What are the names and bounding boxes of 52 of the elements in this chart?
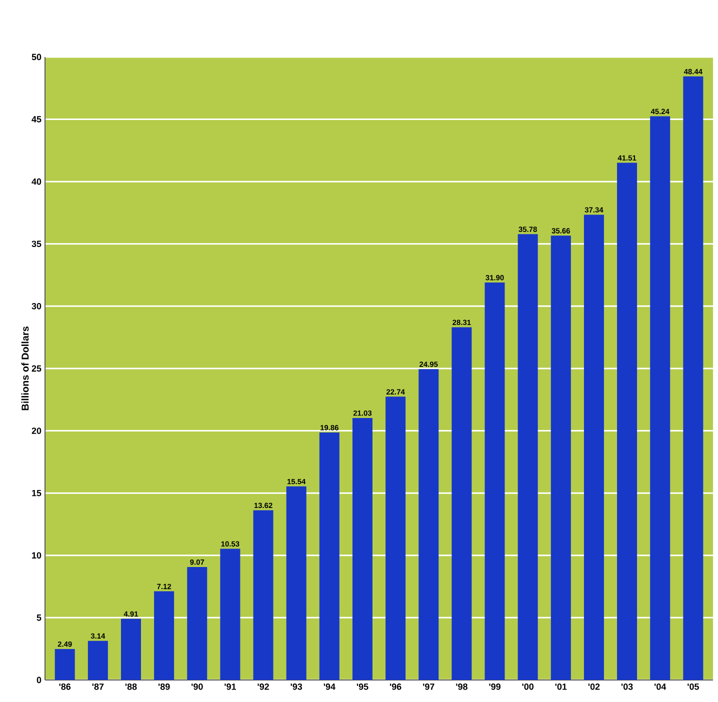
bar: [120, 618, 141, 680]
x-tick-label: '95: [356, 684, 368, 690]
x-tick-label: '88: [125, 684, 137, 690]
bar: [187, 566, 208, 680]
bar: [319, 432, 340, 680]
y-tick-label: 20: [32, 428, 42, 434]
x-tick-label: '98: [456, 684, 468, 690]
x-tick-label: '87: [92, 684, 104, 690]
bar: [452, 327, 472, 680]
bar: [88, 640, 108, 680]
x-tick-label: '90: [192, 684, 203, 690]
bar: [550, 236, 571, 680]
bar: [286, 486, 306, 680]
bar: [54, 648, 75, 680]
bar: [386, 396, 406, 680]
bar: [484, 282, 505, 680]
y-tick-label: 40: [32, 178, 42, 185]
x-tick-label: '01: [555, 684, 567, 690]
x-tick-label: '05: [688, 684, 699, 690]
bar: [584, 214, 604, 680]
y-tick-label: 30: [32, 303, 42, 310]
y-tick-label: 35: [32, 240, 42, 248]
x-tick-label: '93: [290, 684, 302, 690]
bar: [154, 591, 174, 680]
bar: [418, 369, 439, 680]
x-tick-label: '03: [621, 684, 633, 690]
y-tick-label: 5: [36, 614, 42, 621]
y-tick-label: 15: [32, 490, 42, 496]
bar: [617, 162, 638, 680]
x-tick-label: '00: [522, 684, 534, 690]
x-tick-label: '91: [224, 684, 236, 690]
y-axis-title: Billions of Dollars: [21, 326, 29, 410]
x-tick-label: '02: [588, 684, 600, 690]
bar: [518, 234, 538, 680]
bar: [683, 76, 704, 680]
y-tick-label: 45: [32, 116, 42, 122]
x-tick-label: '99: [489, 684, 500, 690]
x-tick-label: '92: [258, 684, 269, 690]
x-tick-label: '86: [59, 684, 71, 690]
x-tick-label: '97: [423, 684, 434, 690]
x-tick-label: '94: [324, 684, 336, 690]
x-tick-label: '89: [158, 684, 170, 690]
x-tick-label: '04: [654, 684, 666, 690]
bar: [650, 116, 670, 680]
y-tick-label: 0: [36, 676, 42, 684]
bar: [352, 418, 372, 680]
y-tick-label: 50: [32, 54, 42, 60]
bar: [220, 548, 240, 680]
x-tick-label: '96: [390, 684, 402, 690]
y-tick-label: 25: [32, 365, 42, 372]
bar: [253, 510, 274, 680]
y-tick-label: 10: [32, 552, 42, 559]
